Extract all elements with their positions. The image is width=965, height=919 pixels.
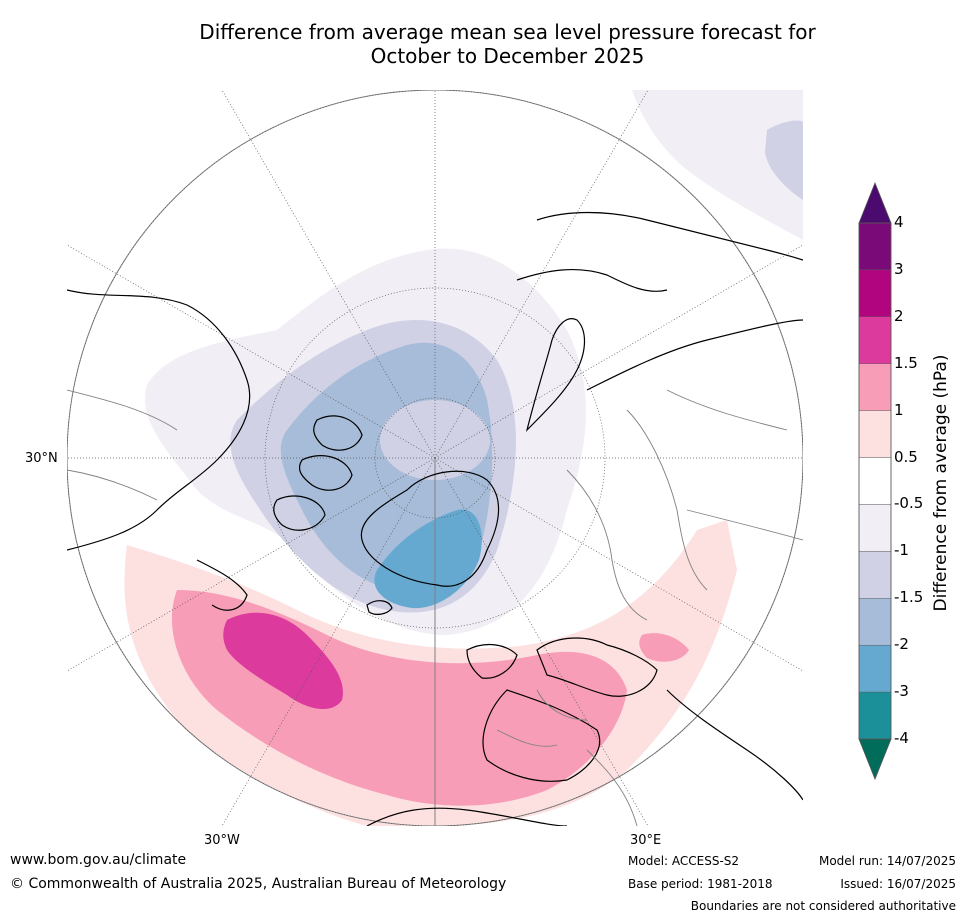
anomaly-region-neg-strongest-greenland [374,509,482,609]
colorbar-swatch [858,644,892,693]
footer-base-period: Base period: 1981-2018 [628,877,773,891]
footer-url[interactable]: www.bom.gov.au/climate [10,852,187,868]
colorbar-outline [858,222,892,740]
colorbar-swatch [858,457,892,505]
polar-map [67,90,803,826]
colorbar-tick-label: 2 [894,306,904,325]
colorbar-swatch [858,410,892,458]
colorbar-tick-label: 4 [894,213,904,231]
colorbar-tick-label: 1 [894,400,904,419]
footer-model: Model: ACCESS-S2 [628,854,740,868]
map-canvas [67,90,803,826]
colorbar-tick-label: -1.5 [894,588,924,607]
colorbar-arrow-bottom [858,738,892,781]
anomaly-region-pos-strong [223,612,343,710]
colorbar-swatch [858,363,892,411]
country-borders [67,389,803,826]
footer-issued: Issued: 16/07/2025 [840,877,956,891]
lat-label-30n: 30°N [25,451,58,466]
colorbar-tick-label: -2 [894,635,909,654]
footer-disclaimer: Boundaries are not considered authoritat… [690,899,956,913]
footer-model-run: Model run: 14/07/2025 [818,854,956,868]
footer-copyright: © Commonwealth of Australia 2025, Austra… [10,876,507,892]
lon-label-30e: 30°E [630,833,662,848]
colorbar-swatch [858,316,892,364]
graticule-lat-60 [264,287,606,629]
colorbar-swatch [858,598,892,646]
colorbar-swatch [858,222,892,271]
coastlines [67,211,803,826]
colorbar-swatch [858,691,892,740]
colorbar-swatch [858,504,892,552]
colorbar-tick-label: -4 [894,729,909,747]
title-line-1: Difference from average mean sea level p… [199,20,816,44]
colorbar-swatch [858,269,892,318]
colorbar-tick-label: -1 [894,541,909,560]
colorbar-swatch [858,551,892,599]
anomaly-region-neg-weak-ne [632,90,803,240]
colorbar-tick-label: -0.5 [894,494,924,513]
lon-label-30w: 30°W [204,833,240,848]
chart-title: Difference from average mean sea level p… [100,20,915,68]
colorbar-tick-label: -3 [894,682,909,701]
colorbar-title: Difference from average (hPa) [931,354,951,612]
colorbar: 4 3 2 1.5 1 0.5 -0.5 -1 -1.5 -2 -3 -4 [858,182,958,782]
colorbar-svg [858,182,892,781]
colorbar-tick-label: 0.5 [894,447,918,466]
graticule-meridians [67,90,803,826]
colorbar-arrow-top [858,182,892,224]
anomaly-region-neg-moderate-ne [765,120,803,200]
colorbar-tick-label: 1.5 [894,353,918,372]
anomaly-region-pos-moderate-east [639,633,689,662]
title-line-2: October to December 2025 [370,44,645,68]
colorbar-tick-label: 3 [894,259,904,278]
